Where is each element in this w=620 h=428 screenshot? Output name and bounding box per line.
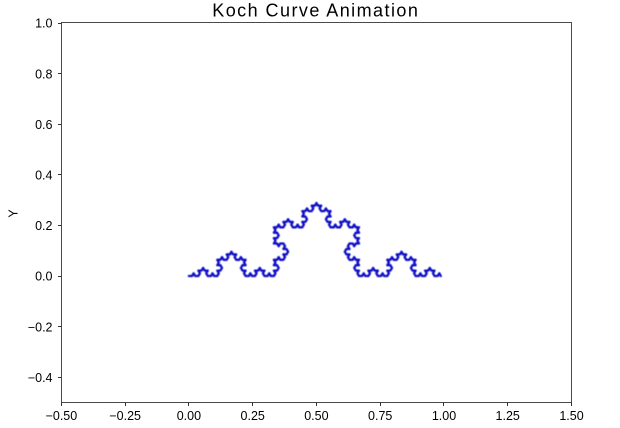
svg-text:0.00: 0.00 xyxy=(177,409,201,423)
svg-text:0.4: 0.4 xyxy=(35,169,52,183)
svg-text:0.6: 0.6 xyxy=(35,118,52,132)
svg-text:1.50: 1.50 xyxy=(559,409,583,423)
svg-text:0.75: 0.75 xyxy=(368,409,392,423)
svg-text:−0.2: −0.2 xyxy=(28,320,53,334)
svg-text:0.50: 0.50 xyxy=(304,409,328,423)
svg-text:0.25: 0.25 xyxy=(241,409,265,423)
svg-text:−0.25: −0.25 xyxy=(109,409,141,423)
svg-text:Y: Y xyxy=(6,209,20,218)
svg-text:−0.50: −0.50 xyxy=(46,409,78,423)
svg-text:1.25: 1.25 xyxy=(496,409,520,423)
svg-text:0.2: 0.2 xyxy=(35,219,52,233)
svg-text:0.0: 0.0 xyxy=(35,270,52,284)
svg-text:−0.4: −0.4 xyxy=(28,371,53,385)
svg-text:1.00: 1.00 xyxy=(432,409,456,423)
svg-text:Koch Curve Animation: Koch Curve Animation xyxy=(212,1,419,21)
svg-text:1.0: 1.0 xyxy=(35,17,52,31)
svg-text:0.8: 0.8 xyxy=(35,67,52,81)
